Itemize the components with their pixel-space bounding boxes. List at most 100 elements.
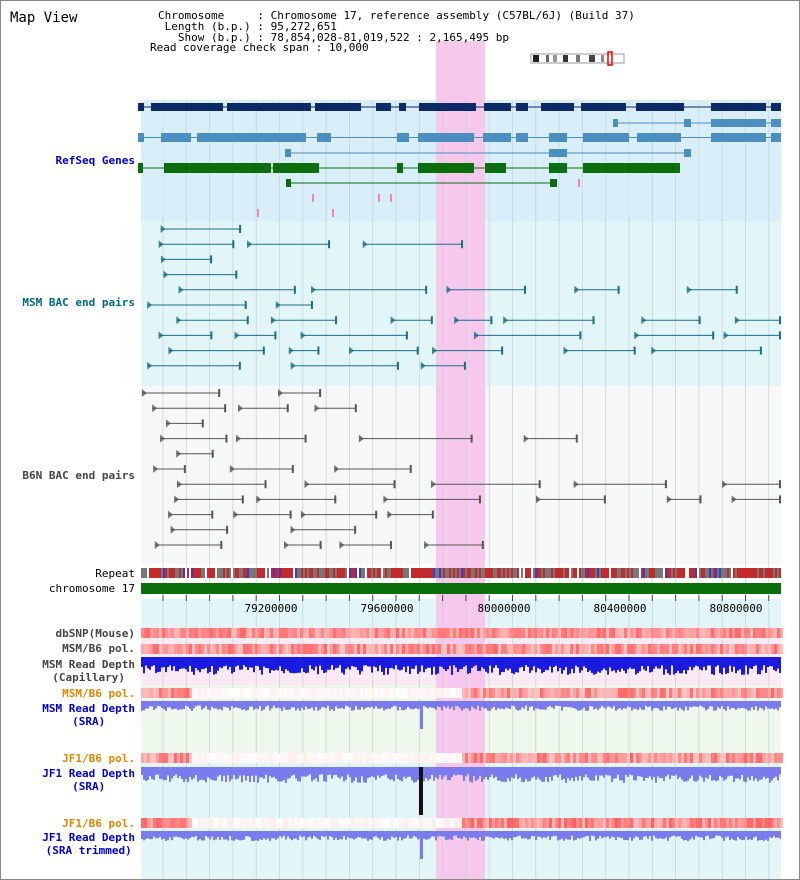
- repeat-element: [355, 568, 357, 578]
- repeat-element: [477, 568, 479, 578]
- pol-heat-cell: [330, 753, 333, 763]
- pol-heat-cell: [249, 818, 252, 828]
- jf1-sra-depth-bar: [353, 767, 355, 782]
- pol-heat-cell: [732, 818, 735, 828]
- repeat-element: [651, 568, 653, 578]
- dbsnp-heat-cell: [351, 628, 354, 638]
- pol-heat-cell: [225, 644, 228, 654]
- jf1-trimmed-depth-bar: [207, 831, 209, 838]
- track-label-jf1-b6-pol-1[interactable]: JF1/B6 pol.: [62, 752, 135, 765]
- pol-heat-cell: [603, 753, 606, 763]
- jf1-sra-depth-bar: [219, 767, 221, 775]
- msm-sra-depth-bar: [457, 701, 459, 707]
- pol-heat-cell: [426, 688, 429, 698]
- pol-heat-cell: [648, 753, 651, 763]
- msm-capillary-depth-bar: [763, 657, 765, 666]
- repeat-element: [653, 568, 655, 578]
- repeat-element: [565, 568, 567, 578]
- track-label-msm-bac[interactable]: MSM BAC end pairs: [22, 296, 135, 309]
- pol-heat-cell: [636, 753, 639, 763]
- repeat-element: [537, 568, 539, 578]
- dbsnp-heat-cell: [450, 628, 453, 638]
- repeat-element: [169, 568, 171, 578]
- track-label-jf1-b6-pol-2[interactable]: JF1/B6 pol.: [62, 817, 135, 830]
- jf1-sra-depth-bar: [761, 767, 763, 780]
- jf1-sra-depth-bar: [243, 767, 245, 776]
- refseq-marker: [312, 194, 314, 202]
- repeat-element: [511, 568, 513, 578]
- pol-heat-cell: [390, 818, 393, 828]
- jf1-trimmed-depth-bar: [215, 831, 217, 840]
- refseq-gene: [285, 149, 291, 157]
- msm-capillary-depth-bar: [739, 657, 741, 670]
- jf1-sra-depth-bar: [197, 767, 199, 782]
- repeat-element: [201, 568, 203, 578]
- msm-sra-depth-bar: [729, 701, 731, 710]
- jf1-sra-depth-bar: [519, 767, 521, 778]
- repeat-element: [381, 568, 383, 578]
- jf1-sra-depth-bar: [493, 767, 495, 779]
- jf1-trimmed-depth-bar: [477, 831, 479, 840]
- msm-capillary-depth-bar: [189, 657, 191, 666]
- repeat-element: [305, 568, 307, 578]
- track-label-b6n-bac[interactable]: B6N BAC end pairs: [22, 469, 135, 482]
- msm-sra-depth-bar: [275, 701, 277, 709]
- jf1-sra-depth-bar: [195, 767, 197, 775]
- msm-sra-depth-bar: [443, 701, 445, 707]
- pol-heat-cell: [747, 644, 750, 654]
- msm-bac-pair-end: [592, 316, 595, 325]
- dbsnp-heat-cell: [750, 628, 753, 638]
- msm-sra-depth-bar: [191, 701, 193, 711]
- jf1-sra-depth-bar: [155, 767, 157, 775]
- pol-heat-cell: [453, 688, 456, 698]
- track-label-msm-sra[interactable]: MSM Read Depth (SRA): [42, 702, 135, 728]
- jf1-sra-depth-bar: [511, 767, 513, 778]
- pol-heat-cell: [738, 644, 741, 654]
- dbsnp-heat-cell: [501, 628, 504, 638]
- jf1-trimmed-depth-bar: [625, 831, 627, 841]
- dbsnp-heat-cell: [222, 628, 225, 638]
- jf1-trimmed-depth-bar: [167, 831, 169, 841]
- jf1-sra-depth-bar: [701, 767, 703, 778]
- msm-capillary-depth-bar: [731, 657, 733, 672]
- track-label-jf1-sra[interactable]: JF1 Read Depth (SRA): [42, 767, 135, 793]
- pol-heat-cell: [378, 753, 381, 763]
- pol-heat-cell: [516, 688, 519, 698]
- track-label-msm-b6-pol-2[interactable]: MSM/B6 pol.: [62, 687, 135, 700]
- jf1-trimmed-depth-bar: [275, 831, 277, 840]
- msm-sra-depth-bar: [513, 701, 515, 707]
- repeat-element: [167, 568, 169, 578]
- msm-capillary-depth-bar: [633, 657, 635, 669]
- track-label-msm-b6-pol-1[interactable]: MSM/B6 pol.: [62, 642, 135, 655]
- jf1-sra-depth-bar: [625, 767, 627, 775]
- b6n-bac-pair-end: [160, 434, 166, 443]
- jf1-sra-depth-bar: [637, 767, 639, 777]
- track-label-refseq[interactable]: RefSeq Genes: [55, 154, 135, 167]
- msm-capillary-depth-bar: [685, 657, 687, 674]
- msm-sra-depth-bar: [725, 701, 727, 711]
- repeat-element: [223, 568, 225, 578]
- msm-sra-depth-bar: [435, 701, 437, 710]
- track-label-msm-capillary[interactable]: MSM Read Depth (Capillary): [42, 658, 135, 684]
- pol-heat-cell: [243, 644, 246, 654]
- repeat-element: [299, 568, 301, 578]
- msm-sra-depth-bar: [149, 701, 151, 707]
- repeat-element: [649, 568, 651, 578]
- pol-heat-cell: [231, 818, 234, 828]
- msm-sra-depth-bar: [583, 701, 585, 708]
- repeat-element: [405, 568, 407, 578]
- msm-sra-depth-bar: [637, 701, 639, 711]
- axis-tick-label: 79200000: [244, 602, 298, 615]
- track-label-dbsnp[interactable]: dbSNP(Mouse): [55, 627, 135, 640]
- jf1-trimmed-depth-bar: [425, 831, 427, 840]
- pol-heat-cell: [324, 818, 327, 828]
- pol-heat-cell: [405, 818, 408, 828]
- track-label-jf1-trimmed[interactable]: JF1 Read Depth (SRA trimmed): [42, 831, 135, 857]
- dbsnp-heat-cell: [162, 628, 165, 638]
- jf1-sra-depth-bar: [261, 767, 263, 778]
- jf1-trimmed-depth-bar: [569, 831, 571, 840]
- dbsnp-heat-cell: [360, 628, 363, 638]
- repeat-element: [755, 568, 757, 578]
- pol-heat-cell: [594, 644, 597, 654]
